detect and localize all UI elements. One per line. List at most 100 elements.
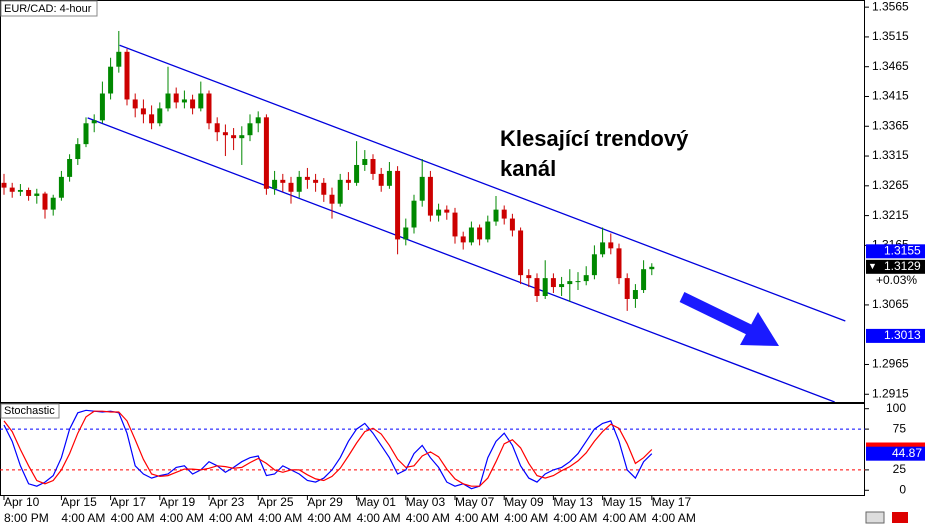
candle-body	[419, 176, 425, 201]
candle-body	[214, 123, 220, 133]
change-label: +0.03%	[876, 273, 917, 287]
candle-body	[403, 227, 409, 240]
x-tick-time: 4:00 AM	[160, 511, 204, 525]
y-tick-label: 1.3565	[872, 0, 909, 13]
arrow-head	[740, 312, 779, 346]
candle-body	[649, 266, 655, 270]
candle-body	[255, 117, 261, 124]
last-price-label: 1.3129	[884, 259, 921, 273]
x-tick-label: Apr 25	[258, 495, 294, 509]
candle-body	[616, 248, 622, 279]
candle-body	[600, 242, 606, 255]
candle-body	[304, 176, 310, 180]
candle-body	[567, 281, 573, 285]
x-tick-time: 4:00 AM	[652, 511, 696, 525]
candle-body	[132, 99, 138, 109]
candle-body	[444, 209, 450, 213]
candle-body	[17, 189, 23, 192]
candle-body	[477, 227, 483, 240]
y-tick-label: 100	[886, 401, 906, 415]
candle-body	[181, 99, 187, 103]
last-price-symbol: ▼	[868, 261, 877, 271]
x-tick-time: 4:00 AM	[603, 511, 647, 525]
candle-body	[108, 66, 114, 94]
x-tick-label: Apr 17	[111, 495, 147, 509]
candle-body	[149, 114, 155, 124]
candle-body	[190, 99, 196, 109]
candle-body	[534, 278, 540, 296]
x-tick-label: May 15	[603, 495, 643, 509]
x-tick-time: 4:00 AM	[553, 511, 597, 525]
trend-arrow	[679, 292, 779, 346]
candle-body	[583, 275, 589, 282]
candle-body	[468, 227, 474, 243]
stochastic-plot	[0, 409, 865, 490]
candle-body	[313, 179, 319, 183]
candle-body	[42, 193, 48, 210]
candle-body	[354, 164, 360, 183]
price-marker-label: 1.3155	[884, 243, 921, 257]
candle-body	[272, 179, 278, 189]
candle-body	[501, 209, 507, 219]
channel-line	[119, 44, 846, 322]
candle-body	[124, 51, 130, 100]
candle-body	[296, 176, 302, 192]
price-marker-label: 1.3013	[884, 328, 921, 342]
candle-body	[509, 218, 515, 231]
candle-body	[58, 176, 64, 198]
x-tick-time: 4:00 AM	[357, 511, 401, 525]
x-tick-label: Apr 19	[160, 495, 196, 509]
y-tick-label: 0	[899, 482, 906, 496]
candle-body	[50, 197, 56, 210]
candle-body	[1, 182, 7, 188]
candle-body	[542, 278, 548, 296]
last-price-marker	[866, 259, 925, 274]
price-marker	[866, 328, 925, 343]
candle-body	[370, 159, 376, 174]
y-tick-label: 1.3415	[872, 89, 909, 103]
candle-body	[99, 93, 105, 121]
candle-body	[411, 200, 417, 228]
candle-body	[518, 230, 524, 276]
close-icon[interactable]	[892, 512, 908, 523]
toolbar-icons	[865, 511, 908, 524]
price-plot	[1, 30, 846, 402]
y-tick-label: 25	[893, 462, 907, 476]
candle-body	[67, 159, 73, 177]
scroll-icon[interactable]	[865, 511, 885, 524]
candle-body	[157, 108, 163, 124]
candle-body	[75, 144, 81, 160]
candle-body	[485, 221, 491, 240]
candle-body	[395, 170, 401, 240]
candle-body	[386, 170, 392, 186]
stochastic-title-box	[0, 403, 60, 419]
x-tick-time: 4:00 AM	[111, 511, 155, 525]
candle-body	[34, 193, 40, 196]
x-tick-label: May 07	[455, 495, 495, 509]
y-tick-label: 1.3515	[872, 29, 909, 43]
y-tick-label: 1.2915	[872, 386, 909, 400]
candle-body	[608, 242, 614, 249]
candle-body	[641, 269, 647, 291]
candle-body	[198, 93, 204, 109]
candle-body	[222, 132, 228, 136]
candle-body	[378, 173, 384, 186]
last-value-label: 44.87	[892, 446, 922, 460]
y-tick-label: 1.3265	[872, 178, 909, 192]
axes: 1.3565 1.3515 1.3465 1.3415 1.3365 1.3315 1.32…	[3, 0, 925, 525]
candle-body	[231, 135, 237, 139]
x-tick-label: Apr 10	[4, 495, 40, 509]
candle-body	[247, 123, 253, 136]
y-tick-label: 1.3315	[872, 148, 909, 162]
x-tick-label: Apr 15	[61, 495, 97, 509]
y-tick-label: 1.3065	[872, 297, 909, 311]
y-tick-label: 1.3465	[872, 59, 909, 73]
stochastic-line	[3, 410, 653, 487]
candle-body	[526, 275, 532, 279]
y-tick-label: 75	[893, 421, 907, 435]
candle-body	[173, 93, 179, 103]
candle-body	[206, 93, 212, 124]
candle-body	[9, 187, 15, 192]
last-value-marker	[866, 446, 925, 461]
candle-body	[550, 278, 556, 288]
